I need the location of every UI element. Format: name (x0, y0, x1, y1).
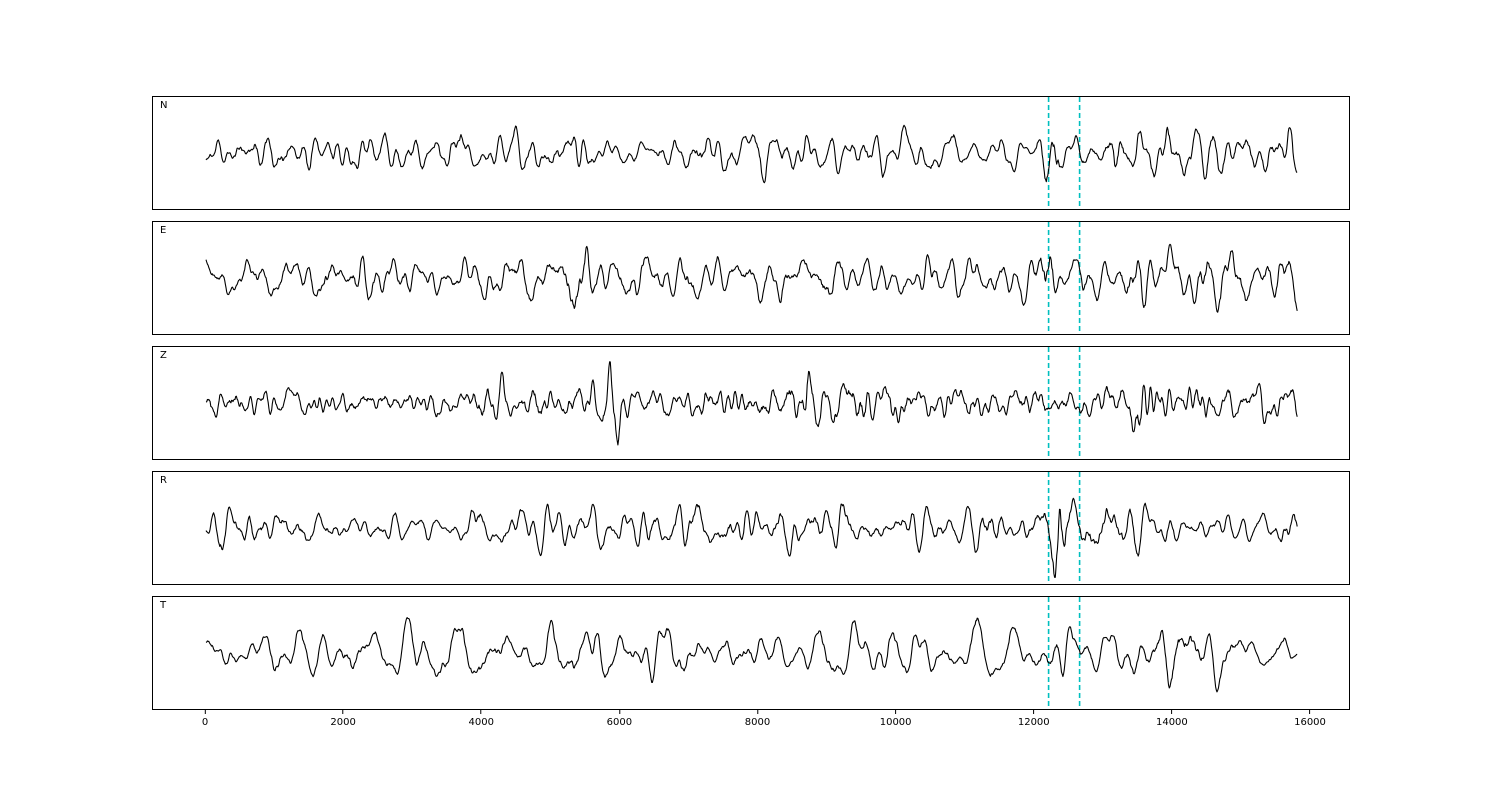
trace-plot (205, 222, 1298, 334)
x-tick: 4000 (469, 710, 494, 728)
waveform-trace (205, 617, 1298, 693)
x-tick-label: 10000 (879, 717, 912, 728)
subplot-E: E (152, 221, 1350, 335)
waveform-trace (205, 497, 1298, 578)
trace-label: T (160, 600, 167, 611)
x-tick: 12000 (1018, 710, 1050, 728)
trace-label: E (160, 225, 167, 236)
x-tick: 2000 (330, 710, 356, 728)
x-tick-mark (618, 710, 620, 714)
trace-label: Z (160, 350, 167, 361)
x-tick-label: 2000 (330, 717, 356, 728)
waveform-trace (205, 124, 1298, 184)
trace-plot (205, 347, 1298, 459)
x-tick: 10000 (880, 710, 912, 728)
trace-plot (205, 97, 1298, 209)
x-tick-mark (1171, 710, 1173, 714)
x-tick-label: 12000 (1017, 717, 1050, 728)
subplot-N: N (152, 96, 1350, 210)
x-tick-mark (342, 710, 344, 714)
x-tick-mark (895, 710, 897, 714)
x-tick: 14000 (1156, 710, 1188, 728)
x-tick-mark (1309, 710, 1311, 714)
x-tick: 0 (202, 710, 208, 728)
x-tick-label: 0 (201, 717, 209, 728)
subplot-R: R (152, 471, 1350, 585)
x-axis-tick-labels: 0 2000 4000 6000 8000 10000 12000 14000 16000 (0, 710, 1500, 738)
trace-plot (205, 597, 1298, 709)
trace-label: R (160, 475, 167, 486)
x-tick: 8000 (745, 710, 770, 728)
x-tick-mark (204, 710, 206, 714)
x-tick: 16000 (1294, 710, 1326, 728)
waveform-trace (205, 361, 1298, 446)
x-tick-label: 4000 (468, 717, 494, 728)
x-tick-label: 6000 (606, 717, 633, 728)
x-tick-label: 16000 (1294, 717, 1326, 728)
subplot-T: T (152, 596, 1350, 710)
x-tick-label: 8000 (744, 717, 771, 728)
x-tick-mark (756, 710, 758, 714)
waveform-trace (205, 243, 1298, 313)
subplot-Z: Z (152, 346, 1350, 460)
x-tick-label: 14000 (1155, 717, 1188, 728)
x-tick-mark (1033, 710, 1035, 714)
trace-label: N (160, 100, 168, 111)
x-tick-mark (480, 710, 482, 714)
x-tick: 6000 (607, 710, 632, 728)
trace-plot (205, 472, 1298, 584)
